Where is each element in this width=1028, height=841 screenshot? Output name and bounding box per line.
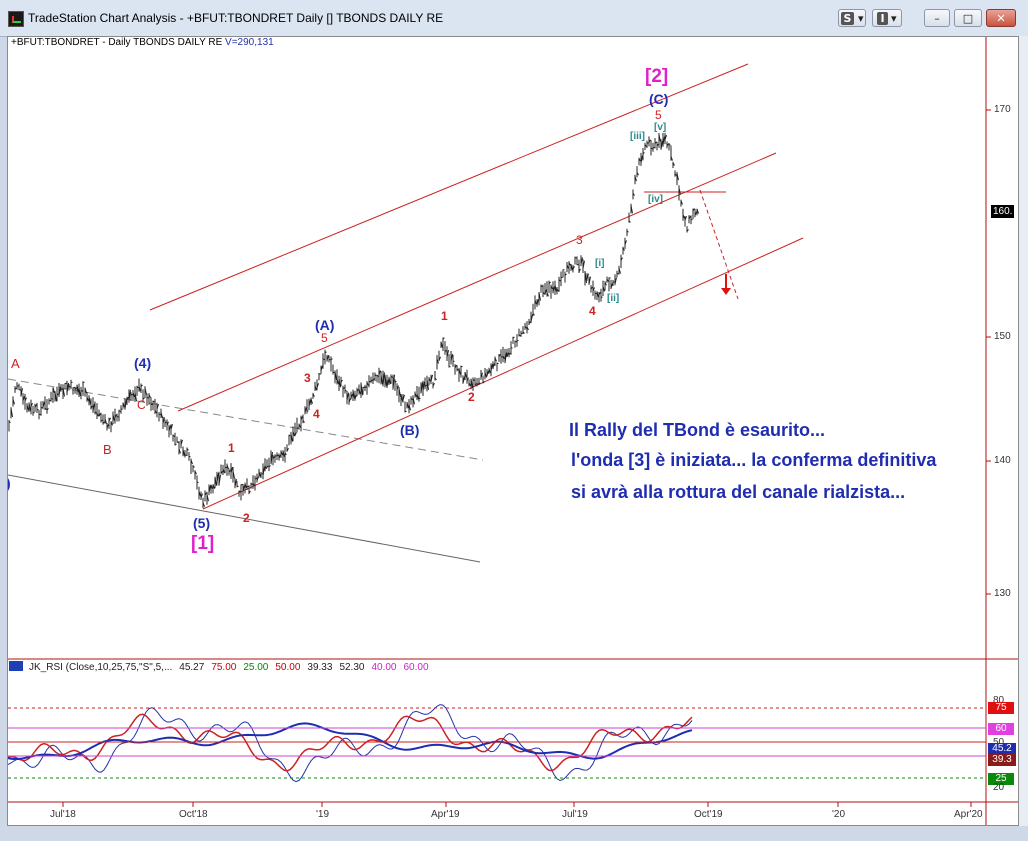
last-price-badge: 160. bbox=[991, 205, 1015, 218]
wave-label-c-paren: (C) bbox=[649, 91, 669, 107]
vertical-scrollbar[interactable] bbox=[1019, 36, 1028, 826]
wave-label-v: [v] bbox=[654, 122, 667, 133]
wave-label-3-high: 3 bbox=[576, 233, 583, 247]
wave-label-4-low: 4 bbox=[313, 407, 320, 421]
wave-label-left-paren: ) bbox=[8, 475, 11, 491]
wave-label-2-high: 2 bbox=[468, 390, 475, 404]
s-menu-button[interactable]: S ▾ bbox=[838, 9, 866, 27]
time-label-jul18: Jul'18 bbox=[50, 809, 76, 820]
rsi-badge-75: 75 bbox=[988, 702, 1014, 714]
price-chart bbox=[8, 37, 1018, 825]
rsi-label-50: 50 bbox=[993, 737, 1004, 748]
indicator-color-swatch bbox=[9, 661, 23, 671]
channel-lower-line bbox=[202, 237, 804, 510]
price-label-130: 130 bbox=[994, 588, 1011, 599]
channel-upper-line bbox=[149, 63, 749, 311]
price-bars bbox=[8, 132, 699, 509]
channel-middle-line bbox=[177, 152, 777, 412]
annotation-line-3: si avrà alla rottura del canale rialzist… bbox=[571, 482, 906, 502]
rsi-badge-39: 39.3 bbox=[988, 754, 1016, 766]
rsi-badge-25: 25 bbox=[988, 773, 1014, 785]
indicator-value: 60.00 bbox=[403, 662, 429, 673]
wave-label-2-low: 2 bbox=[243, 511, 250, 525]
app-icon bbox=[8, 11, 24, 27]
i-menu-button[interactable]: I ▾ bbox=[872, 9, 902, 27]
indicator-value: 45.27 bbox=[179, 662, 205, 673]
indicator-value: 25.00 bbox=[243, 662, 269, 673]
support-line bbox=[8, 474, 481, 563]
time-label-oct19: Oct'19 bbox=[694, 809, 723, 820]
indicator-header: JK_RSI (Close,10,25,75,"S",5,... 45.27 75.… bbox=[8, 661, 436, 673]
minimize-button[interactable]: – bbox=[924, 9, 950, 27]
maximize-button[interactable]: □ bbox=[954, 9, 982, 27]
time-label-20: '20 bbox=[832, 809, 846, 820]
wave-label-iv: [iv] bbox=[648, 194, 663, 205]
price-label-170: 170 bbox=[994, 104, 1011, 115]
wave-label-5-paren: (5) bbox=[193, 515, 211, 531]
rsi-lines bbox=[8, 704, 693, 783]
wave-label-i: [i] bbox=[595, 258, 605, 269]
wave-label-1-low: 1 bbox=[228, 441, 235, 455]
price-label-140: 140 bbox=[994, 455, 1011, 466]
close-button[interactable]: ✕ bbox=[986, 9, 1016, 27]
indicator-value: 40.00 bbox=[371, 662, 397, 673]
wave-label-b: B bbox=[103, 442, 112, 457]
rsi-label-80: 80 bbox=[993, 695, 1005, 706]
annotation-line-2: l'onda [3] è iniziata... la conferma def… bbox=[571, 450, 937, 470]
wave-label-1-bracket: [1] bbox=[191, 533, 215, 554]
wave-label-5-top: 5 bbox=[655, 108, 662, 122]
wave-label-1-high: 1 bbox=[441, 309, 448, 323]
indicator-values: 45.27 75.00 25.00 50.00 39.33 52.30 40.00 60.00 bbox=[179, 662, 435, 673]
indicator-name: JK_RSI (Close,10,25,75,"S",5,... bbox=[29, 662, 173, 673]
time-label-apr20: Apr'20 bbox=[954, 809, 983, 820]
indicator-value: 52.30 bbox=[339, 662, 365, 673]
time-label-jul19: Jul'19 bbox=[562, 809, 588, 820]
window-title: TradeStation Chart Analysis - +BFUT:TBON… bbox=[28, 11, 444, 25]
indicator-value: 50.00 bbox=[275, 662, 301, 673]
time-label-apr19: Apr'19 bbox=[431, 809, 460, 820]
wave-label-c: C bbox=[137, 398, 146, 412]
price-label-150: 150 bbox=[994, 331, 1011, 342]
symbol-label: +BFUT:TBONDRET - Daily TBONDS DAILY RE bbox=[11, 37, 223, 48]
wave-label-ii: [ii] bbox=[607, 293, 620, 304]
wave-label-5-low: 5 bbox=[321, 331, 328, 345]
projection-dashed-line bbox=[699, 189, 739, 300]
indicator-value: 39.33 bbox=[307, 662, 333, 673]
time-label-oct18: Oct'18 bbox=[179, 809, 208, 820]
wave-label-2-bracket: [2] bbox=[645, 66, 669, 87]
wave-label-4-high: 4 bbox=[589, 304, 596, 318]
chart-header: +BFUT:TBONDRET - Daily TBONDS DAILY RE V… bbox=[11, 37, 274, 48]
indicator-value: 75.00 bbox=[211, 662, 237, 673]
wave-label-4-paren: (4) bbox=[134, 355, 152, 371]
wave-label-b-paren: (B) bbox=[400, 422, 420, 438]
chart-area[interactable]: +BFUT:TBONDRET - Daily TBONDS DAILY RE V… bbox=[7, 36, 1019, 826]
wave-label-3-low: 3 bbox=[304, 371, 311, 385]
wave-label-iii: [iii] bbox=[630, 131, 645, 142]
rsi-label-20: 20 bbox=[993, 782, 1005, 793]
wave-label-a-paren: (A) bbox=[315, 317, 335, 333]
title-bar: TradeStation Chart Analysis - +BFUT:TBON… bbox=[0, 0, 1028, 37]
down-arrow-icon bbox=[721, 274, 731, 295]
wave-label-a: A bbox=[11, 356, 20, 371]
rsi-badge-45: 45.2 bbox=[988, 743, 1016, 755]
annotation-line-1: Il Rally del TBond è esaurito... bbox=[569, 420, 826, 440]
volume-label: V=290,131 bbox=[225, 37, 274, 48]
rsi-badge-60: 60 bbox=[988, 723, 1014, 735]
time-label-19: '19 bbox=[316, 809, 330, 820]
